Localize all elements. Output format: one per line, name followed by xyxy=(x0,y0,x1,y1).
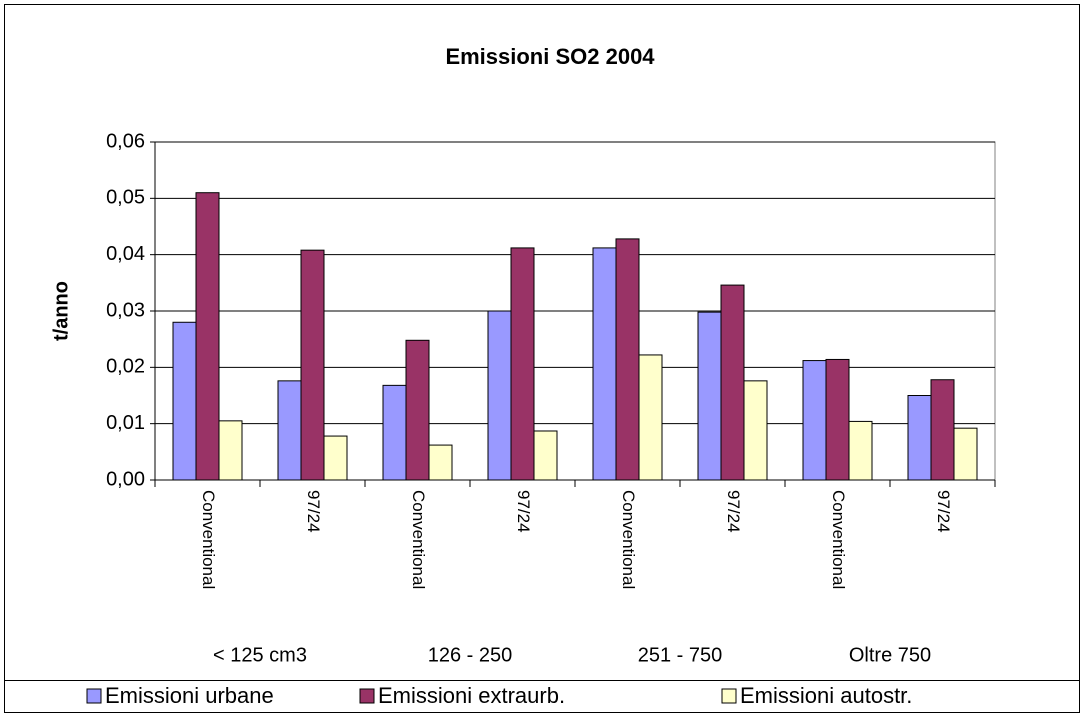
legend-swatch xyxy=(359,688,375,704)
legend-swatch xyxy=(86,688,102,704)
group-label: 251 - 750 xyxy=(638,644,723,666)
y-axis-label: t/anno xyxy=(50,281,72,341)
y-tick-label: 0,05 xyxy=(106,187,145,209)
bar xyxy=(697,311,722,481)
y-tick-label: 0,02 xyxy=(106,356,145,378)
bar xyxy=(382,384,407,481)
bar xyxy=(533,430,558,481)
legend-label: Emissioni extraurb. xyxy=(378,683,565,708)
group-label: 126 - 250 xyxy=(428,644,513,666)
bar xyxy=(218,420,243,481)
x-tick-label: 97/24 xyxy=(934,490,953,533)
group-label: < 125 cm3 xyxy=(213,644,307,666)
x-tick-label: 97/24 xyxy=(514,490,533,533)
x-tick-label: Conventional xyxy=(199,490,218,589)
bar xyxy=(825,358,850,481)
bar xyxy=(615,238,640,481)
x-tick-label: Conventional xyxy=(409,490,428,589)
bar xyxy=(277,380,302,481)
bar xyxy=(172,321,197,481)
bar xyxy=(720,284,745,481)
bar xyxy=(195,192,220,481)
x-tick-label: Conventional xyxy=(829,490,848,589)
bar xyxy=(907,395,932,481)
bar xyxy=(953,427,978,481)
bar xyxy=(405,339,430,481)
legend-swatch xyxy=(721,688,737,704)
legend-box xyxy=(4,680,1080,713)
x-tick-label: Conventional xyxy=(619,490,638,589)
bar xyxy=(638,354,663,481)
x-tick-label: 97/24 xyxy=(304,490,323,533)
bar xyxy=(592,247,617,481)
x-tick-label: 97/24 xyxy=(724,490,743,533)
bar xyxy=(323,435,348,481)
bar xyxy=(487,310,512,481)
bar xyxy=(802,360,827,481)
y-tick-label: 0,00 xyxy=(106,468,145,490)
bar xyxy=(930,379,955,481)
bar xyxy=(510,247,535,481)
group-label: Oltre 750 xyxy=(849,644,931,666)
y-tick-label: 0,01 xyxy=(106,412,145,434)
bar xyxy=(428,444,453,481)
bar xyxy=(743,380,768,481)
bar xyxy=(848,420,873,481)
chart-title: Emissioni SO2 2004 xyxy=(445,44,655,69)
legend-label: Emissioni urbane xyxy=(105,683,274,708)
y-tick-label: 0,03 xyxy=(106,299,145,321)
y-tick-label: 0,06 xyxy=(106,130,145,152)
legend-label: Emissioni autostr. xyxy=(740,683,912,708)
bar xyxy=(300,249,325,481)
y-tick-label: 0,04 xyxy=(106,243,145,265)
